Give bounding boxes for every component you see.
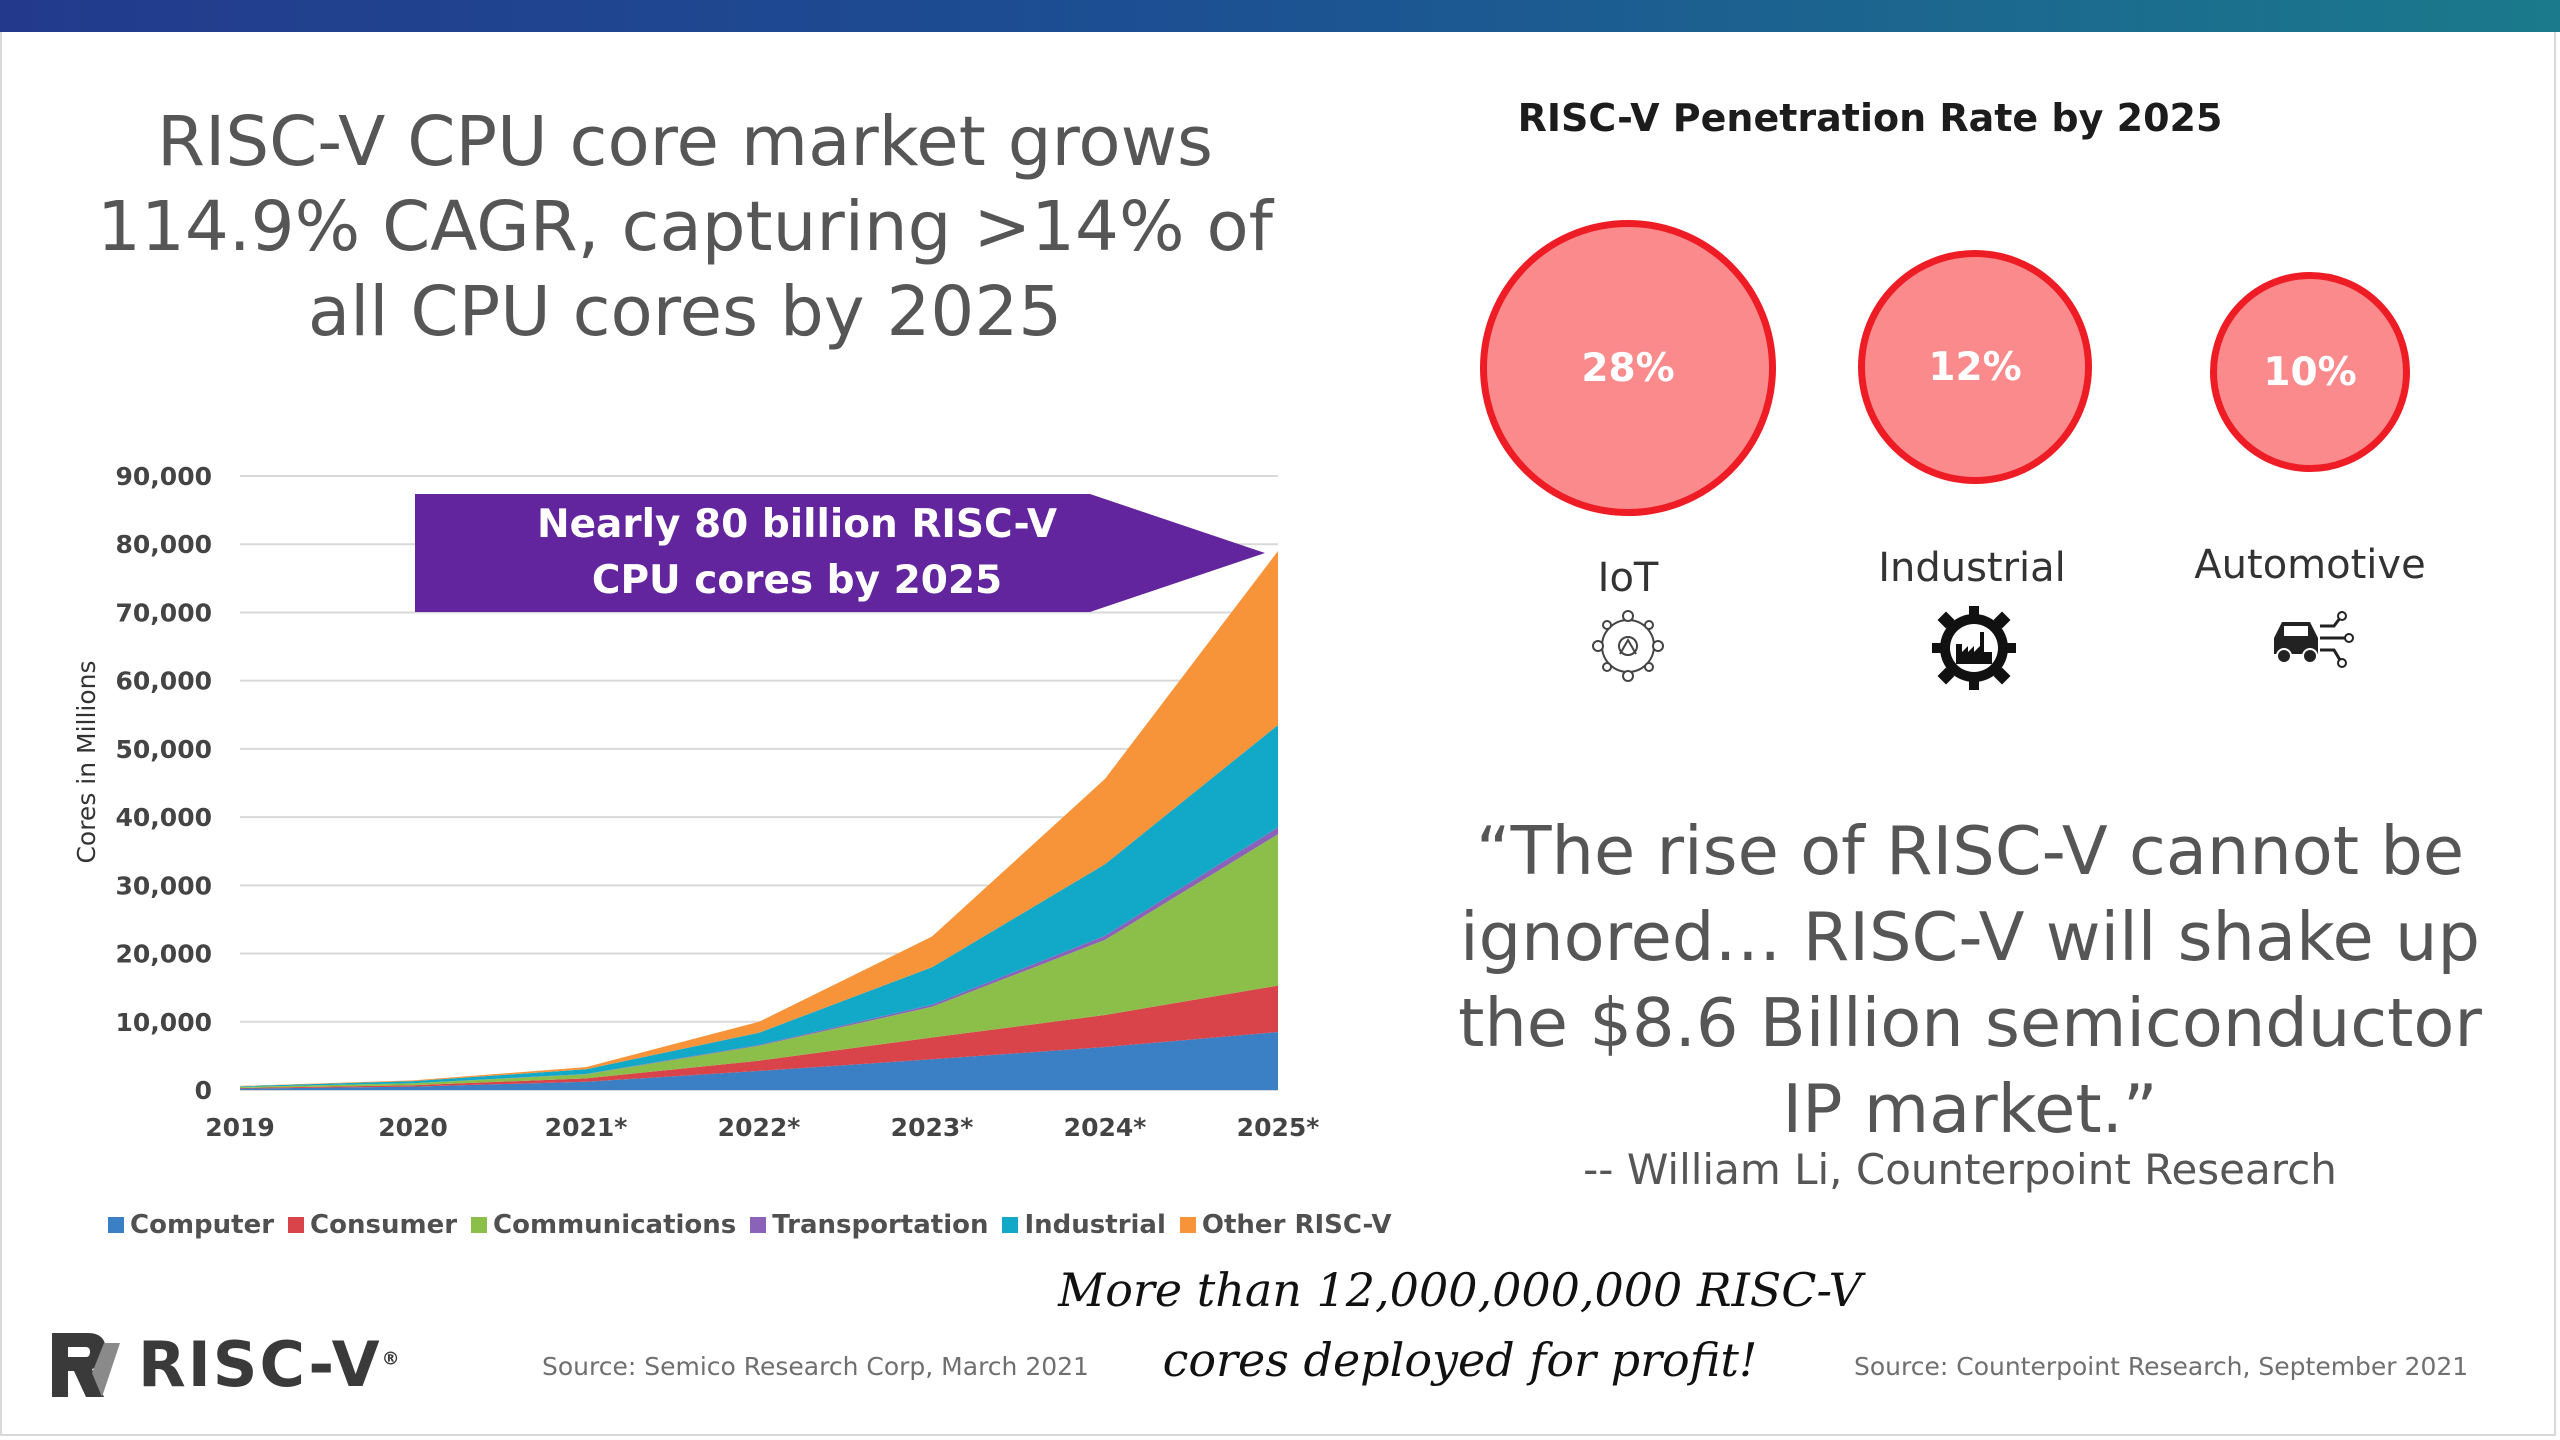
callout-line-1: Nearly 80 billion RISC-V [536, 502, 1058, 547]
legend-item-industrial: Industrial [1002, 1210, 1166, 1240]
legend-item-other: Other RISC-V [1179, 1210, 1392, 1240]
industrial-label: Industrial [1878, 545, 2066, 591]
y-tick-label: 50,000 [116, 735, 212, 764]
x-tick-label: 2021* [545, 1113, 628, 1142]
slide-frame [0, 32, 2556, 1436]
legend-item-computer: Computer [108, 1210, 274, 1240]
quote-attribution: -- William Li, Counterpoint Research [1583, 1145, 2337, 1194]
chart-legend: Computer Consumer Communications Transpo… [108, 1210, 1392, 1240]
legend-label: Communications [493, 1210, 737, 1240]
y-axis-label: Cores in Millions [72, 660, 101, 863]
x-tick-label: 2022* [718, 1113, 801, 1142]
risc-v-logo-text: RISC-V® [138, 1328, 402, 1401]
industrial-rate-bubble: 12% [1858, 250, 2092, 484]
y-tick-label: 90,000 [116, 462, 212, 491]
series-area-computer [240, 1032, 1278, 1090]
legend-swatch [471, 1217, 488, 1233]
penetration-title: RISC-V Penetration Rate by 2025 [1517, 96, 2223, 140]
legend-label: Industrial [1024, 1210, 1166, 1240]
slide-headline: RISC-V CPU core market grows 114.9% CAGR… [97, 102, 1273, 352]
y-tick-label: 60,000 [116, 667, 212, 696]
x-tick-label: 2023* [891, 1113, 974, 1142]
legend-item-transportation: Transportation [750, 1210, 988, 1240]
source-right: Source: Counterpoint Research, September… [1854, 1352, 2469, 1381]
legend-item-consumer: Consumer [288, 1210, 457, 1240]
iot-rate-value: 28% [1581, 345, 1675, 391]
callout-banner: Nearly 80 billion RISC-V CPU cores by 20… [415, 494, 1275, 612]
callout-line-2: CPU cores by 2025 [591, 558, 1003, 603]
x-tick-label: 2025* [1237, 1113, 1320, 1142]
legend-swatch [1179, 1217, 1196, 1233]
legend-swatch [288, 1217, 305, 1233]
risc-v-logo: RISC-V® [52, 1328, 402, 1401]
y-tick-label: 30,000 [116, 871, 212, 900]
legend-item-communications: Communications [471, 1210, 736, 1240]
iot-rate-bubble: 28% [1480, 220, 1776, 516]
series-area-other-risc-v [240, 551, 1278, 1087]
automotive-car-icon [2274, 611, 2354, 668]
series-area-industrial [240, 725, 1278, 1087]
x-tick-label: 2020 [378, 1113, 448, 1142]
y-tick-label: 70,000 [116, 598, 212, 627]
iot-network-icon [1592, 610, 1664, 682]
series-area-consumer [240, 985, 1278, 1089]
callout-arrow [415, 494, 1265, 612]
y-tick-label: 10,000 [116, 1008, 212, 1037]
analyst-quote: “The rise of RISC-V cannot be ignored… R… [1458, 812, 2482, 1148]
automotive-rate-value: 10% [2263, 349, 2357, 395]
top-accent-bar [0, 0, 2560, 32]
iot-label: IoT [1597, 555, 1659, 601]
industrial-rate-value: 12% [1928, 344, 2022, 390]
y-tick-label: 80,000 [116, 530, 212, 559]
deployment-note-line-2: cores deployed for profit! [1162, 1333, 1758, 1387]
industrial-gear-icon [1932, 606, 2016, 690]
legend-label: Consumer [310, 1210, 458, 1240]
deployment-note: More than 12,000,000,000 RISC-V cores de… [1040, 1255, 1880, 1395]
y-tick-label: 40,000 [116, 803, 212, 832]
legend-label: Transportation [772, 1210, 989, 1240]
x-tick-label: 2024* [1064, 1113, 1147, 1142]
risc-v-logo-mark [52, 1332, 120, 1397]
legend-label: Computer [130, 1210, 275, 1240]
legend-swatch [1002, 1217, 1019, 1233]
series-area-communications [240, 834, 1278, 1088]
legend-swatch [750, 1217, 767, 1233]
deployment-note-line-1: More than 12,000,000,000 RISC-V [1058, 1263, 1862, 1317]
y-tick-label: 20,000 [116, 940, 212, 969]
legend-label: Other RISC-V [1201, 1210, 1392, 1240]
x-tick-label: 2019 [205, 1113, 275, 1142]
y-tick-label: 0 [195, 1076, 212, 1105]
legend-swatch [108, 1217, 124, 1233]
source-left: Source: Semico Research Corp, March 2021 [542, 1352, 1089, 1381]
automotive-rate-bubble: 10% [2210, 272, 2410, 472]
automotive-label: Automotive [2194, 542, 2426, 588]
